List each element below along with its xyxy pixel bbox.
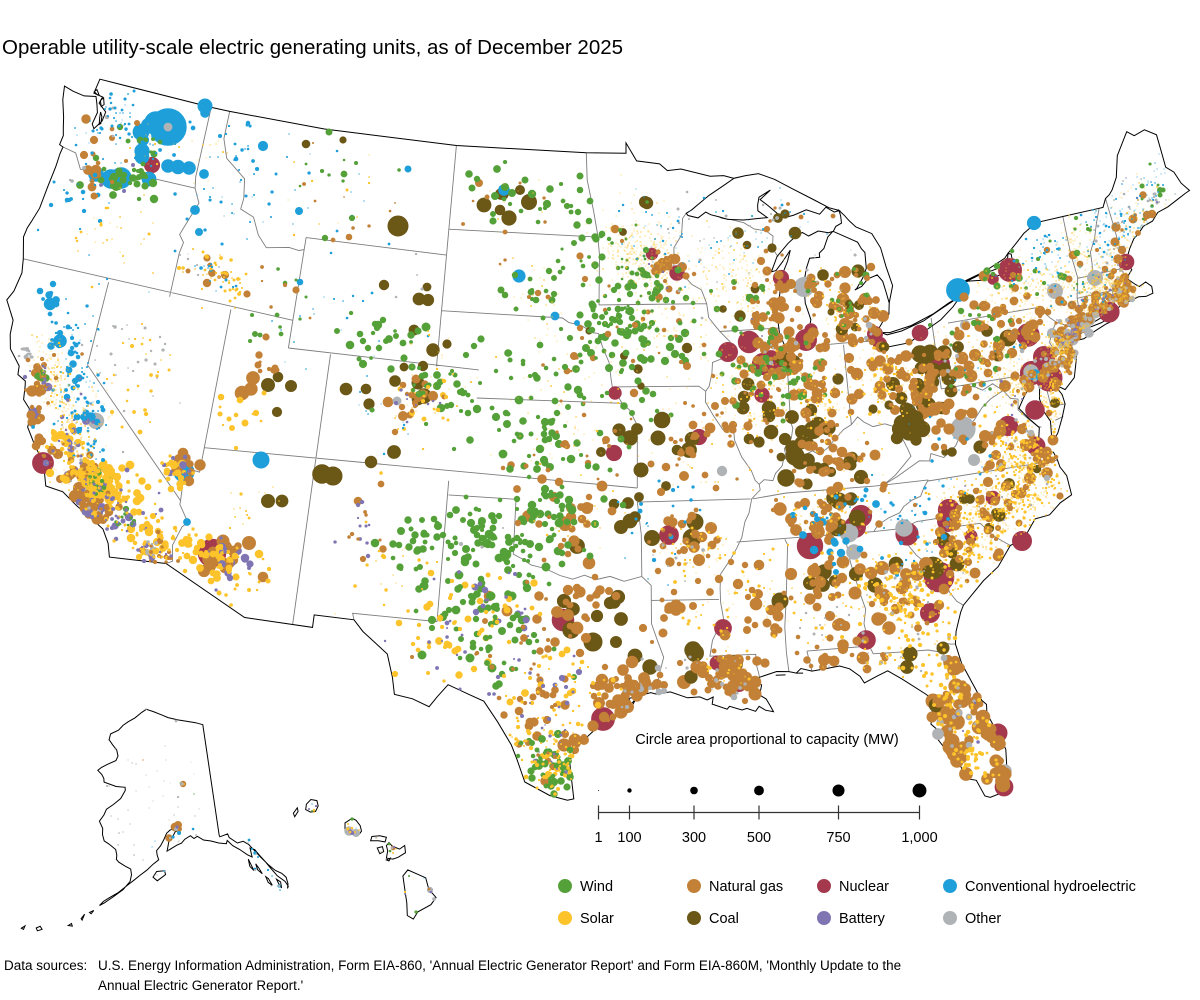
svg-text:100: 100	[617, 830, 641, 846]
svg-text:300: 300	[682, 830, 706, 846]
svg-text:Circle area proportional to ca: Circle area proportional to capacity (MW…	[635, 732, 899, 748]
svg-text:Conventional hydroelectric: Conventional hydroelectric	[965, 879, 1136, 895]
svg-text:Nuclear: Nuclear	[839, 879, 889, 895]
svg-text:1: 1	[594, 830, 602, 846]
svg-text:Battery: Battery	[839, 911, 886, 927]
svg-text:Wind: Wind	[580, 879, 613, 895]
svg-text:500: 500	[747, 830, 771, 846]
svg-text:Coal: Coal	[709, 911, 739, 927]
svg-text:1,000: 1,000	[901, 830, 937, 846]
svg-text:Other: Other	[965, 911, 1001, 927]
svg-text:Natural gas: Natural gas	[709, 879, 783, 895]
svg-text:Solar: Solar	[580, 911, 614, 927]
svg-text:750: 750	[826, 830, 850, 846]
